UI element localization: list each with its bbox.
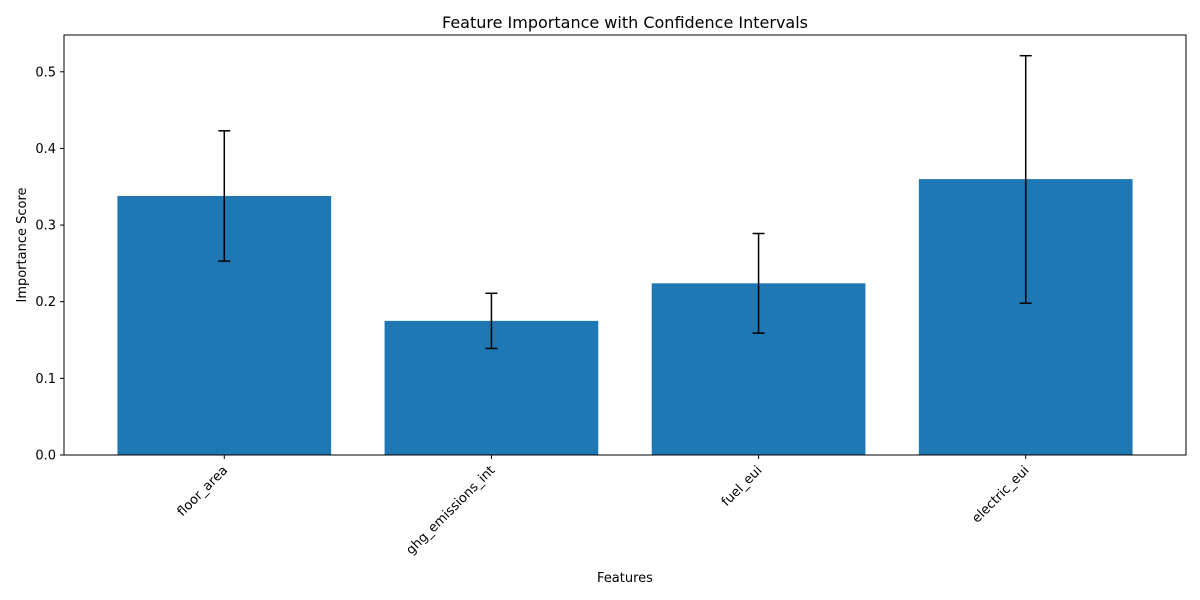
y-tick-label: 0.4: [35, 142, 56, 157]
y-tick-label: 0.2: [35, 295, 56, 310]
y-tick-label: 0.1: [35, 372, 56, 387]
y-tick-label: 0.5: [35, 65, 56, 80]
chart-title: Feature Importance with Confidence Inter…: [442, 13, 808, 32]
y-axis-label: Importance Score: [15, 187, 30, 302]
y-tick-label: 0.3: [35, 219, 56, 234]
x-axis-label: Features: [597, 571, 653, 586]
y-tick-label: 0.0: [35, 449, 56, 464]
